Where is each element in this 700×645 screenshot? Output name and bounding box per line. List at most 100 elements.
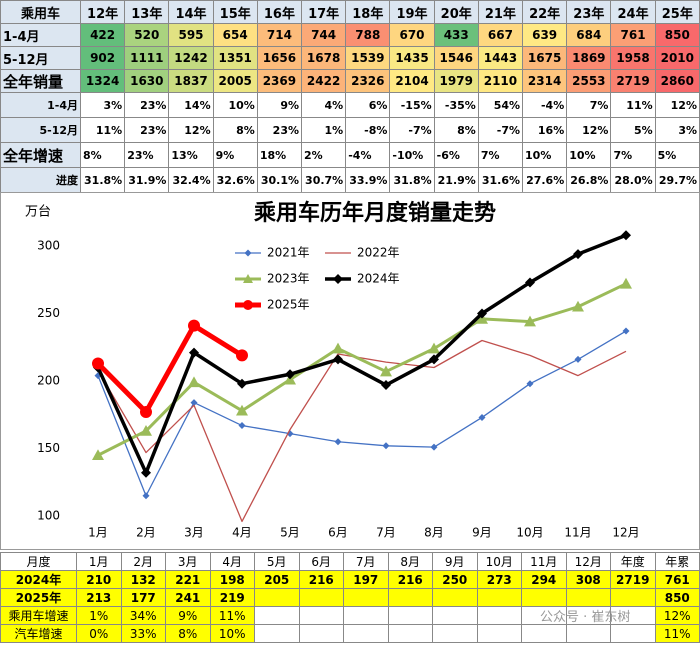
cell: 8% [165, 624, 211, 643]
header-cell: 5月 [254, 552, 300, 571]
cell: 670 [389, 23, 435, 47]
cell: 10% [212, 92, 258, 118]
legend-label: 2023年 [267, 272, 310, 286]
cell: 1435 [389, 46, 435, 70]
row-label: 2025年 [0, 588, 77, 607]
header-cell: 6月 [298, 552, 344, 571]
cell [565, 588, 611, 607]
y-tick-label: 300 [37, 239, 60, 253]
cell: 4% [301, 92, 347, 118]
point [188, 319, 200, 332]
cell: 850 [654, 588, 700, 607]
legend-label: 2025年 [267, 298, 310, 312]
header-cell: 年度 [610, 552, 656, 571]
x-tick-label: 11月 [564, 526, 591, 540]
cell: 23% [124, 92, 170, 118]
cell: 216 [387, 570, 433, 589]
point [285, 369, 295, 380]
cell: 714 [256, 23, 303, 47]
point [573, 249, 583, 260]
header-cell: 19年 [389, 0, 435, 24]
cell: 1% [76, 606, 122, 625]
cell: 12% [654, 606, 700, 625]
cell [476, 588, 522, 607]
row-label: 全年增速 [0, 142, 81, 168]
cell: 250 [432, 570, 478, 589]
cell: 31.9% [124, 167, 170, 193]
cell: -8% [345, 117, 391, 143]
cell [298, 588, 344, 607]
row-label: 进度 [0, 167, 81, 193]
cell: 2369 [256, 69, 303, 93]
cell: 761 [610, 23, 656, 47]
x-tick-label: 1月 [88, 526, 108, 540]
row-label: 汽车增速 [0, 624, 77, 643]
cell: 1678 [301, 46, 347, 70]
point [382, 442, 390, 450]
cell: 1539 [345, 46, 391, 70]
cell: 28.0% [610, 167, 656, 193]
cell: 29.7% [654, 167, 700, 193]
cell: 7% [610, 142, 656, 168]
cell: 1% [301, 117, 347, 143]
cell: 2553 [566, 69, 612, 93]
cell: 2719 [610, 69, 656, 93]
cell: 34% [120, 606, 166, 625]
cell: 520 [124, 23, 170, 47]
cell: 12% [168, 117, 214, 143]
point [334, 438, 342, 446]
cell: 433 [433, 23, 479, 47]
point [478, 413, 486, 421]
cell: 2860 [654, 69, 700, 93]
header-cell: 23年 [566, 0, 612, 24]
series-line [97, 282, 627, 457]
cell: 7% [477, 142, 524, 168]
x-tick-label: 12月 [612, 526, 639, 540]
cell [343, 606, 389, 625]
cell [343, 624, 389, 643]
point [622, 327, 630, 335]
header-cell: 16年 [256, 0, 303, 24]
row-label: 1-4月 [0, 23, 81, 47]
point [574, 355, 582, 363]
cell [610, 624, 656, 643]
cell: 1242 [168, 46, 214, 70]
header-cell: 14年 [168, 0, 214, 24]
row: 1-4月 3% 23% 14% 10% 9% 4% 6% -15% -35% 54% -4% 7% 11%… [0, 92, 700, 118]
cell: 0% [76, 624, 122, 643]
point [140, 424, 152, 436]
cell: 2110 [477, 69, 524, 93]
legend-label: 2022年 [357, 246, 400, 260]
cell: 177 [120, 588, 166, 607]
cell: 744 [301, 23, 347, 47]
point [380, 365, 392, 377]
cell: 197 [343, 570, 389, 589]
cell: 11% [209, 606, 255, 625]
cell: 219 [209, 588, 255, 607]
header-cell: 20年 [433, 0, 479, 24]
cell: 33.9% [345, 167, 391, 193]
row-label: 5-12月 [0, 117, 81, 143]
header-cell: 25年 [654, 0, 700, 24]
cell: 2% [301, 142, 347, 168]
row: 1-4月 422 520 595 654 714 744 788 670 433 667 639 684… [0, 23, 700, 47]
chart: 乘用车历年月度销量走势 万台 100 150 200 250 300 1月 2月 3月 4月 5月… [0, 192, 700, 550]
cell: 31.8% [79, 167, 126, 193]
cell: 11% [610, 92, 656, 118]
point [190, 399, 198, 407]
cell: 3% [79, 92, 126, 118]
cell: 241 [165, 588, 211, 607]
cell: 1351 [212, 46, 258, 70]
cell: 2326 [345, 69, 391, 93]
cell: 10% [566, 142, 612, 168]
cell: 18% [256, 142, 303, 168]
x-tick-label: 8月 [424, 526, 444, 540]
y-tick-label: 100 [37, 509, 60, 523]
cell: 16% [522, 117, 568, 143]
cell: -7% [389, 117, 435, 143]
point [430, 443, 438, 451]
cell: 205 [254, 570, 300, 589]
cell: 639 [522, 23, 568, 47]
cell: 10% [522, 142, 568, 168]
row: 全年销量 1324 1630 1837 2005 2369 2422 2326 2104 1979… [0, 69, 700, 93]
